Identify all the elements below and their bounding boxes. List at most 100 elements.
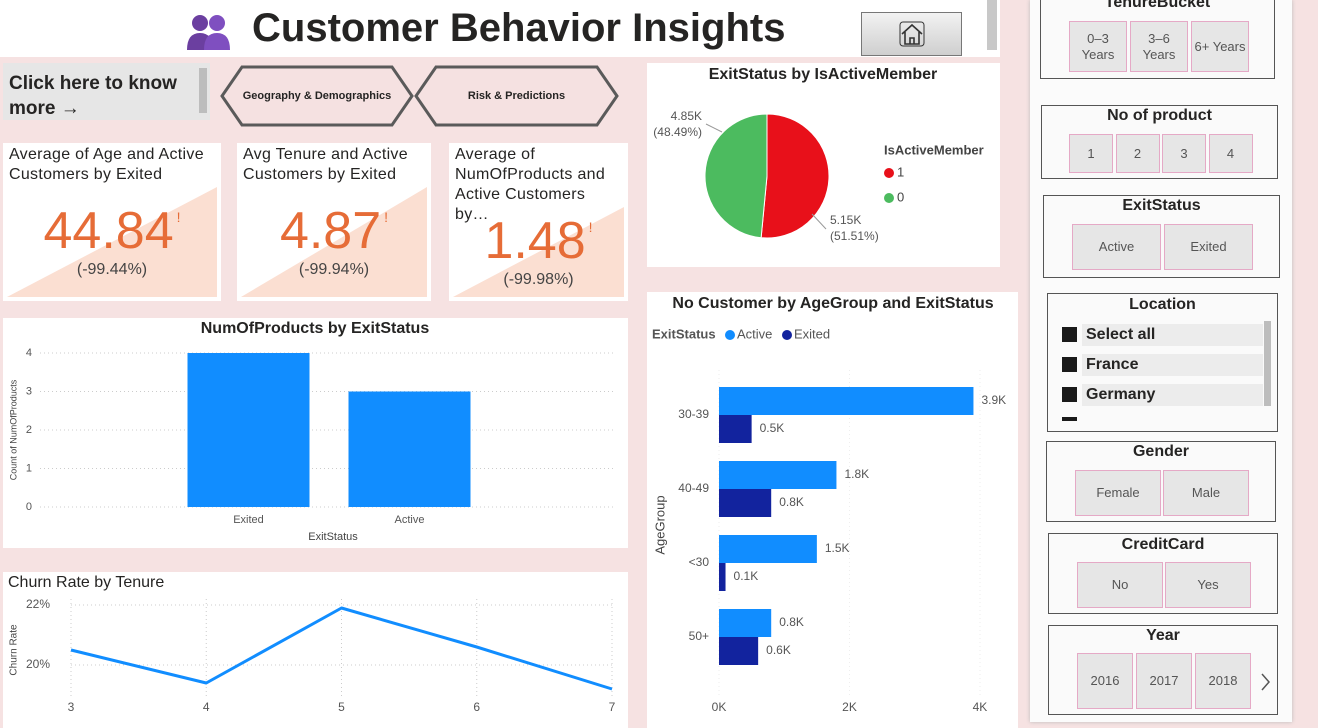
kpi-title: Avg Tenure and Active Customers by Exite… bbox=[243, 146, 408, 183]
legend-label: Exited bbox=[794, 326, 830, 341]
slicer-button[interactable]: 3–6 Years bbox=[1130, 21, 1188, 72]
slicer-button[interactable]: 2017 bbox=[1136, 653, 1192, 709]
x-axis-label: ExitStatus bbox=[308, 531, 358, 543]
legend-label: 1 bbox=[897, 164, 904, 179]
slicer-button[interactable]: 0–3 Years bbox=[1069, 21, 1127, 72]
slicer-button[interactable]: Female bbox=[1075, 470, 1161, 516]
nav-button[interactable] bbox=[220, 65, 414, 127]
page-title: Customer Behavior Insights bbox=[252, 6, 786, 50]
data-label: 3.9K bbox=[981, 393, 1006, 407]
chart-title: NumOfProducts by ExitStatus bbox=[201, 320, 430, 337]
slicer: ExitStatus Active Exited bbox=[1043, 195, 1280, 278]
bar bbox=[719, 489, 772, 517]
slicer-button[interactable]: Yes bbox=[1165, 562, 1251, 608]
slicer: Year 2016 2017 2018 bbox=[1048, 625, 1278, 715]
data-label: 1.5K bbox=[825, 541, 850, 555]
bar bbox=[719, 535, 817, 563]
kpi-value: 44.84! bbox=[3, 201, 221, 261]
legend-dot bbox=[884, 168, 894, 178]
slicer-button[interactable]: 2016 bbox=[1077, 653, 1133, 709]
slicer-title: Location bbox=[1129, 296, 1196, 313]
slicer: Gender Female Male bbox=[1046, 441, 1276, 522]
legend-dot bbox=[782, 330, 792, 340]
bar bbox=[719, 563, 726, 591]
slicer-button[interactable]: 4 bbox=[1208, 134, 1253, 173]
slicer-button[interactable]: Active bbox=[1072, 224, 1161, 270]
data-label: 0.1K bbox=[734, 569, 759, 583]
kpi-value: 1.48! bbox=[449, 211, 628, 271]
slicer: No of product 1 2 3 4 bbox=[1041, 105, 1278, 179]
slicer-button[interactable]: No bbox=[1077, 562, 1163, 608]
data-label: 5.15K bbox=[830, 213, 861, 227]
y-tick-label: 30-39 bbox=[678, 407, 709, 421]
slicer-item[interactable]: France bbox=[1082, 354, 1263, 376]
chart-title: Churn Rate by Tenure bbox=[8, 574, 164, 591]
slicer-button[interactable]: 1 bbox=[1069, 134, 1113, 173]
kpi-delta: (-99.98%) bbox=[503, 271, 574, 288]
pie-slice bbox=[704, 113, 768, 239]
y-tick-label: 40-49 bbox=[678, 481, 709, 495]
slicer-button[interactable]: Male bbox=[1163, 470, 1249, 516]
legend-label: Active bbox=[737, 326, 772, 341]
data-label: 4.85K bbox=[671, 109, 702, 123]
slicer-button[interactable]: Exited bbox=[1164, 224, 1253, 270]
hbar-card bbox=[647, 292, 1018, 728]
data-label: 1.8K bbox=[844, 467, 869, 481]
bar bbox=[719, 461, 837, 489]
next-arrow[interactable] bbox=[1259, 672, 1271, 692]
chart-title: ExitStatus by IsActiveMember bbox=[709, 66, 938, 83]
x-tick-label: Exited bbox=[233, 514, 264, 526]
slicer: Location Select all France Germany bbox=[1047, 293, 1278, 432]
home-button[interactable] bbox=[861, 12, 962, 56]
slicer-title: Year bbox=[1146, 627, 1180, 644]
nav-button[interactable] bbox=[414, 65, 619, 127]
y-tick-label: 3 bbox=[26, 385, 32, 397]
pie-slice bbox=[760, 113, 830, 239]
slicer-title: CreditCard bbox=[1121, 536, 1205, 553]
y-tick-label: 22% bbox=[26, 597, 50, 611]
legend-label: 0 bbox=[897, 189, 904, 204]
scrollbar bbox=[987, 0, 997, 50]
data-label: (48.49%) bbox=[653, 125, 702, 139]
bar bbox=[719, 387, 974, 415]
data-label: 0.5K bbox=[760, 421, 785, 435]
header-bar bbox=[0, 0, 1000, 57]
data-label: 0.8K bbox=[779, 615, 804, 629]
bar-card bbox=[3, 318, 628, 548]
slicer: TenureBucket 0–3 Years 3–6 Years 6+ Years bbox=[1040, 0, 1275, 79]
leader-line bbox=[811, 213, 827, 230]
slicer-button[interactable]: 3 bbox=[1162, 134, 1206, 173]
people-icon bbox=[187, 15, 230, 50]
info-link[interactable]: Click here to know more → bbox=[3, 63, 210, 120]
chart-title: No Customer by AgeGroup and ExitStatus bbox=[672, 295, 993, 312]
scrollbar bbox=[1264, 321, 1271, 406]
kpi-number: 1.48 bbox=[484, 212, 586, 270]
slicer-item[interactable]: Select all bbox=[1082, 324, 1263, 346]
slicer-button[interactable]: 2018 bbox=[1195, 653, 1251, 709]
x-tick-label: 3 bbox=[68, 700, 75, 714]
slicer-title: Gender bbox=[1132, 443, 1189, 460]
slicer-item[interactable]: Germany bbox=[1082, 384, 1263, 406]
line-card bbox=[3, 572, 628, 728]
checkbox bbox=[1062, 327, 1077, 342]
kpi-title: Average of NumOfProducts and Active Cust… bbox=[455, 146, 606, 223]
edge bbox=[1300, 0, 1318, 728]
x-tick-label: 0K bbox=[712, 700, 727, 714]
y-tick-label: <30 bbox=[689, 555, 710, 569]
legend-dot bbox=[725, 330, 735, 340]
legend-dot bbox=[884, 193, 894, 203]
y-tick-label: 1 bbox=[26, 462, 32, 474]
data-label: 0.8K bbox=[779, 495, 804, 509]
kpi-card: Average of NumOfProducts and Active Cust… bbox=[449, 143, 628, 301]
bar bbox=[348, 391, 471, 507]
kpi-delta: (-99.44%) bbox=[76, 261, 148, 278]
data-label: (51.51%) bbox=[830, 229, 879, 243]
kpi-shade bbox=[453, 207, 624, 297]
checkbox bbox=[1062, 417, 1077, 421]
legend-title: IsActiveMember bbox=[884, 142, 984, 157]
kpi-number: 4.87 bbox=[279, 202, 382, 260]
slicer-button[interactable]: 2 bbox=[1115, 134, 1160, 173]
slicer-button[interactable]: 6+ Years bbox=[1191, 21, 1249, 72]
